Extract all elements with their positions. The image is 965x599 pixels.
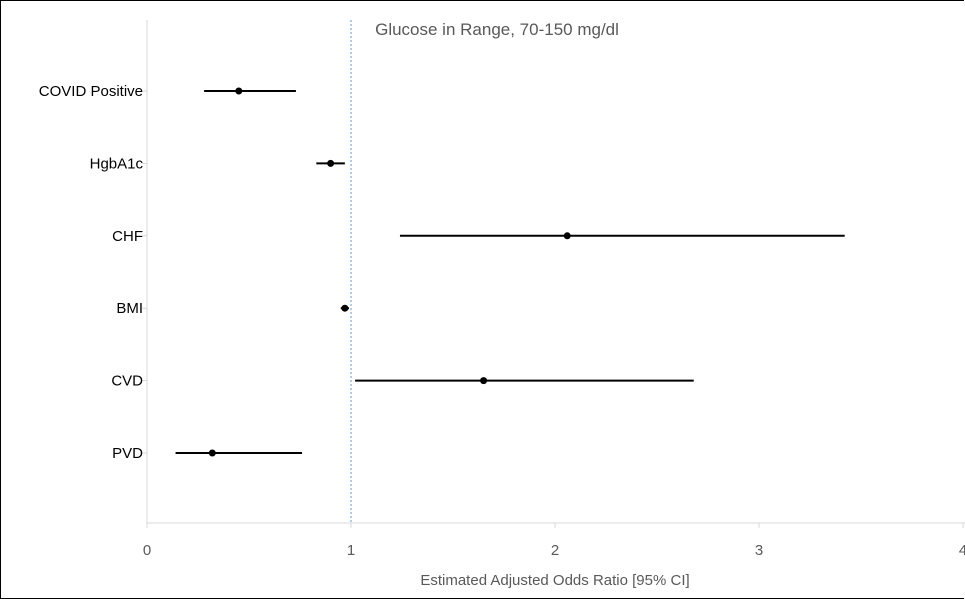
point-estimate [235, 87, 243, 95]
category-label: PVD [112, 445, 143, 462]
axes [146, 20, 965, 524]
category-label: BMI [116, 300, 143, 317]
category-label: COVID Positive [39, 83, 143, 100]
point-estimate [327, 159, 335, 167]
x-tick-label: 3 [755, 542, 763, 559]
category-label: HgbA1c [90, 155, 144, 172]
category-label: CHF [112, 228, 143, 245]
x-tick-label: 0 [143, 542, 151, 559]
point-estimate [563, 232, 571, 240]
category-label: CVD [111, 373, 143, 390]
chart-title: Glucose in Range, 70-150 mg/dl [375, 20, 619, 39]
x-tick-label: 4 [959, 542, 965, 559]
x-axis-label: Estimated Adjusted Odds Ratio [95% CI] [420, 572, 689, 589]
point-estimate [480, 377, 488, 385]
point-estimate [208, 449, 216, 457]
estimate-rows: COVID Positive HgbA1c CHF BMI CVD PVD [39, 83, 845, 462]
x-tick-label: 2 [551, 542, 559, 559]
point-estimate [341, 304, 349, 312]
x-tick-label: 1 [347, 542, 355, 559]
x-ticks: 0 1 2 3 4 [143, 523, 965, 559]
